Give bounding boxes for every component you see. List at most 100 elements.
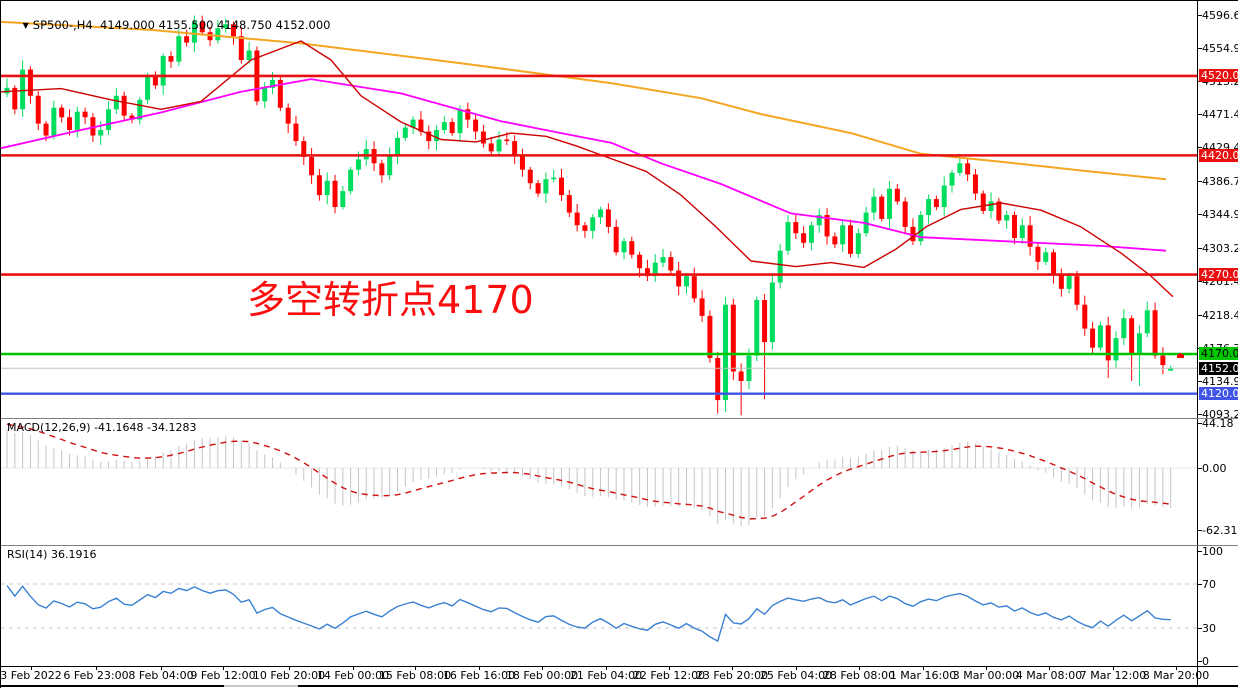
rsi-axis-tick [1197,550,1202,552]
time-axis-label: 18 Feb 00:00 [505,669,579,682]
window-bottom-border-gap [224,685,298,687]
time-axis-tick [923,666,924,670]
macd-values: -41.1648 -34.1283 [94,421,197,434]
price-axis-label: 4554.950 [1202,41,1238,55]
macd-axis-tick [1197,467,1202,469]
time-axis-label: 25 Feb 04:00 [759,669,833,682]
time-axis-tick [479,666,480,670]
price-axis-tick [1197,280,1202,282]
rsi-axis-label: 30 [1202,621,1216,635]
time-axis-label: 4 Mar 08:00 [1015,669,1083,682]
price-level-label: 4152.000 [1199,361,1238,375]
rsi-indicator-label: RSI(14) 36.1916 [7,548,96,561]
price-axis-label: 4596.695 [1202,8,1238,22]
time-axis-label: 21 Feb 04:00 [569,669,643,682]
macd-histogram [6,428,1172,527]
time-axis-label: 22 Feb 12:00 [632,669,706,682]
price-axis-label: 4471.460 [1202,107,1238,121]
price-level-label: 4270.000 [1199,268,1238,282]
macd-name: MACD(12,26,9) [7,421,91,434]
macd-axis-label: 0.00 [1202,461,1227,475]
rsi-axis-label: 70 [1202,577,1216,591]
price-axis-label: 4344.960 [1202,208,1238,222]
macd-axis-tick [1197,530,1202,532]
rsi-axis-label: 100 [1202,544,1223,558]
rsi-axis-tick [1197,660,1202,662]
time-axis-tick [96,666,97,670]
price-level-label: 4170.000 [1199,347,1238,361]
macd-axis-label: 44.18 [1202,417,1234,431]
macd-signal-line [6,423,1171,520]
price-axis-tick [1197,181,1202,183]
time-axis-label: 10 Feb 20:00 [252,669,326,682]
time-axis-label: 3 Feb 2022 [0,669,62,682]
time-axis-tick [986,666,987,670]
time-axis-tick [606,666,607,670]
price-axis-tick [1197,414,1202,416]
time-axis-tick [415,666,416,670]
price-axis-tick [1197,113,1202,115]
time-axis-tick [223,666,224,670]
price-axis-label: 4134.970 [1202,375,1238,389]
price-axis-tick [1197,381,1202,383]
time-axis-tick [161,666,162,670]
time-axis-label: 1 Mar 16:00 [889,669,957,682]
price-level-label: 4520.000 [1199,69,1238,83]
price-axis-tick [1197,247,1202,249]
macd-indicator-label: MACD(12,26,9) -41.1648 -34.1283 [7,421,196,434]
time-axis-tick [289,666,290,670]
price-axis-tick [1197,147,1202,149]
price-axis-line [1197,1,1198,685]
time-axis-tick [1049,666,1050,670]
time-axis-tick [1113,666,1114,670]
time-axis-tick [859,666,860,670]
window-bottom-border [1,685,1238,687]
last-price-marker-icon [1177,353,1184,358]
ma-medium-magenta [1,78,1167,252]
panel-separator-rsi[interactable] [1,545,1238,546]
time-axis-tick [542,666,543,670]
symbol-dropdown-icon[interactable]: ▼ [22,21,29,30]
price-level-label: 4120.000 [1199,387,1238,401]
time-axis-tick [31,666,32,670]
price-axis-label: 4386.705 [1202,175,1238,189]
time-axis-label: 23 Feb 20:00 [695,669,769,682]
time-axis-label: 3 Mar 00:00 [952,669,1020,682]
time-axis-label: 8 Mar 20:00 [1142,669,1210,682]
symbol-ohlc-label: SP500-,H4 4149.000 4155.500 4148.750 415… [32,18,331,32]
time-axis-tick [669,666,670,670]
rsi-line [6,585,1171,643]
time-axis-line [1,666,1238,667]
ma-slow-orange [1,20,1167,181]
time-axis-label: 15 Feb 08:00 [378,669,452,682]
price-axis-tick [1197,47,1202,49]
price-axis-label: 4303.215 [1202,241,1238,255]
rsi-value: 36.1916 [50,548,97,561]
time-axis-tick [1176,666,1177,670]
macd-axis-tick [1197,423,1202,425]
time-axis-label: 7 Mar 12:00 [1079,669,1147,682]
price-level-label: 4420.000 [1199,148,1238,162]
rsi-axis-tick [1197,627,1202,629]
time-axis-label: 14 Feb 00:00 [316,669,390,682]
annotation-text[interactable]: 多空转折点4170 [247,278,534,322]
time-axis-label: 8 Feb 04:00 [128,669,194,682]
time-axis-tick [353,666,354,670]
panel-separator-macd[interactable] [1,418,1238,419]
rsi-axis-label: 0 [1202,654,1209,668]
rsi-axis-tick [1197,583,1202,585]
ma-fast-red [1,40,1174,298]
time-axis-label: 16 Feb 16:00 [442,669,516,682]
time-axis-label: 9 Feb 12:00 [190,669,256,682]
time-axis-label: 28 Feb 08:00 [822,669,896,682]
chart-title: ▼ SP500-,H4 4149.000 4155.500 4148.750 41… [8,4,331,46]
rsi-name: RSI(14) [7,548,48,561]
time-axis-tick [732,666,733,670]
price-axis-tick [1197,314,1202,316]
macd-axis-label: -62.3141 [1202,524,1238,538]
time-axis-label: 6 Feb 23:00 [63,669,129,682]
price-axis-tick [1197,214,1202,216]
price-axis-label: 4218.460 [1202,308,1238,322]
